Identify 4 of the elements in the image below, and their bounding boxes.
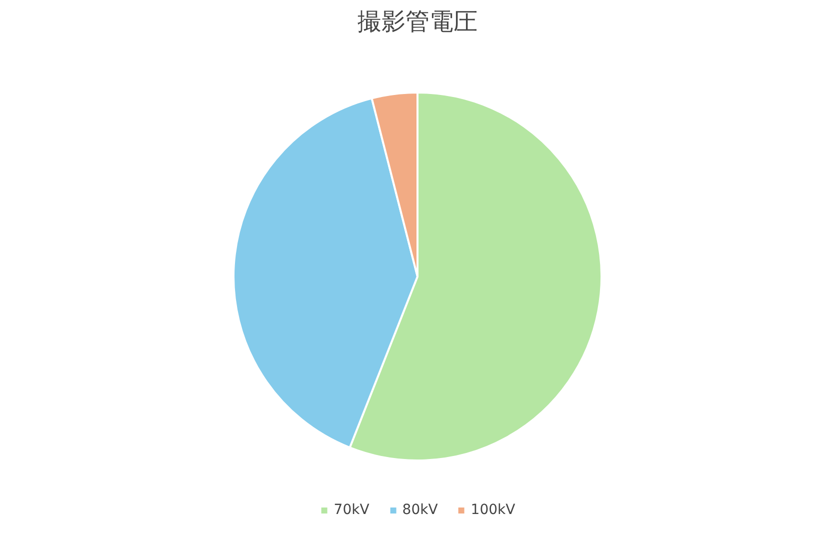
legend-label: 70kV bbox=[334, 502, 370, 518]
legend-label: 100kV bbox=[470, 502, 516, 518]
chart-title: 撮影管電圧 bbox=[358, 8, 478, 36]
legend-label: 80kV bbox=[402, 502, 438, 518]
